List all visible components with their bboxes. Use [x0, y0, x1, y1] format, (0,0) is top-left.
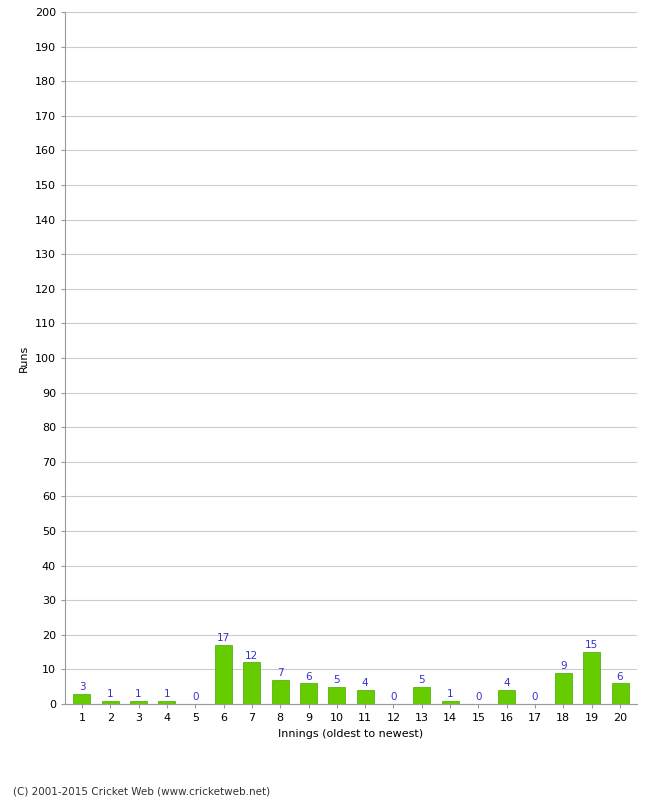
Text: 17: 17	[217, 634, 230, 643]
Bar	[272, 680, 289, 704]
Text: 15: 15	[585, 640, 598, 650]
Text: 12: 12	[245, 650, 259, 661]
Bar	[328, 686, 345, 704]
Bar	[73, 694, 90, 704]
Text: 1: 1	[447, 689, 454, 699]
Text: 1: 1	[164, 689, 170, 699]
X-axis label: Innings (oldest to newest): Innings (oldest to newest)	[278, 729, 424, 738]
Bar	[130, 701, 147, 704]
Text: 1: 1	[135, 689, 142, 699]
Text: 4: 4	[362, 678, 369, 689]
Bar	[243, 662, 261, 704]
Bar	[300, 683, 317, 704]
Bar	[583, 652, 600, 704]
Text: 5: 5	[333, 675, 340, 685]
Bar	[441, 701, 459, 704]
Bar	[555, 673, 572, 704]
Text: 6: 6	[617, 671, 623, 682]
Bar	[357, 690, 374, 704]
Text: 0: 0	[532, 692, 538, 702]
Text: (C) 2001-2015 Cricket Web (www.cricketweb.net): (C) 2001-2015 Cricket Web (www.cricketwe…	[13, 786, 270, 796]
Text: 4: 4	[504, 678, 510, 689]
Text: 5: 5	[419, 675, 425, 685]
Text: 7: 7	[277, 668, 283, 678]
Text: 3: 3	[79, 682, 85, 692]
Bar	[499, 690, 515, 704]
Text: 0: 0	[475, 692, 482, 702]
Bar	[102, 701, 119, 704]
Text: 0: 0	[390, 692, 396, 702]
Bar	[159, 701, 176, 704]
Bar	[215, 645, 232, 704]
Text: 6: 6	[306, 671, 312, 682]
Bar	[612, 683, 629, 704]
Bar	[413, 686, 430, 704]
Text: 0: 0	[192, 692, 198, 702]
Text: 9: 9	[560, 661, 567, 671]
Text: 1: 1	[107, 689, 114, 699]
Y-axis label: Runs: Runs	[20, 344, 29, 372]
